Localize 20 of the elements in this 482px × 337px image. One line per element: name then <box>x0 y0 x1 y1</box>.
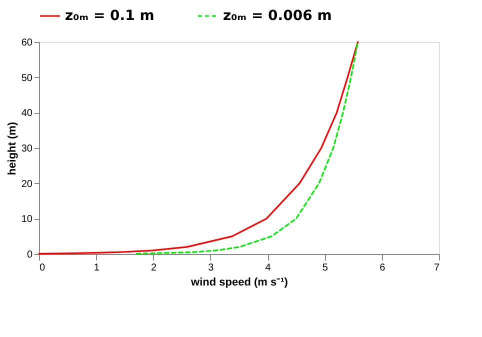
y-tick-label: 50 <box>21 72 33 84</box>
line-series <box>136 41 359 254</box>
legend-label: z₀ₘ = 0.1 m <box>65 8 154 24</box>
x-axis-title: wind speed (m s⁻¹) <box>190 276 288 288</box>
x-tick-label: 2 <box>151 262 158 274</box>
x-tick-label: 1 <box>94 262 100 274</box>
y-tick-label: 40 <box>21 108 33 120</box>
legend-label: z₀ₘ = 0.006 m <box>223 8 332 24</box>
y-axis-title: height (m) <box>6 122 18 176</box>
x-tick-label: 4 <box>265 262 272 274</box>
y-tick-label: 30 <box>21 144 33 154</box>
y-tick-label: 60 <box>21 38 33 48</box>
x-tick-label: 7 <box>434 262 440 274</box>
x-tick-label: 5 <box>322 262 328 274</box>
x-tick-label: 3 <box>208 262 214 274</box>
x-tick-label: 0 <box>40 262 46 274</box>
y-tick-label: 20 <box>21 178 33 190</box>
x-tick-label: 6 <box>380 262 386 274</box>
y-tick-label: 0 <box>26 250 33 260</box>
y-tick-label: 10 <box>21 214 33 226</box>
